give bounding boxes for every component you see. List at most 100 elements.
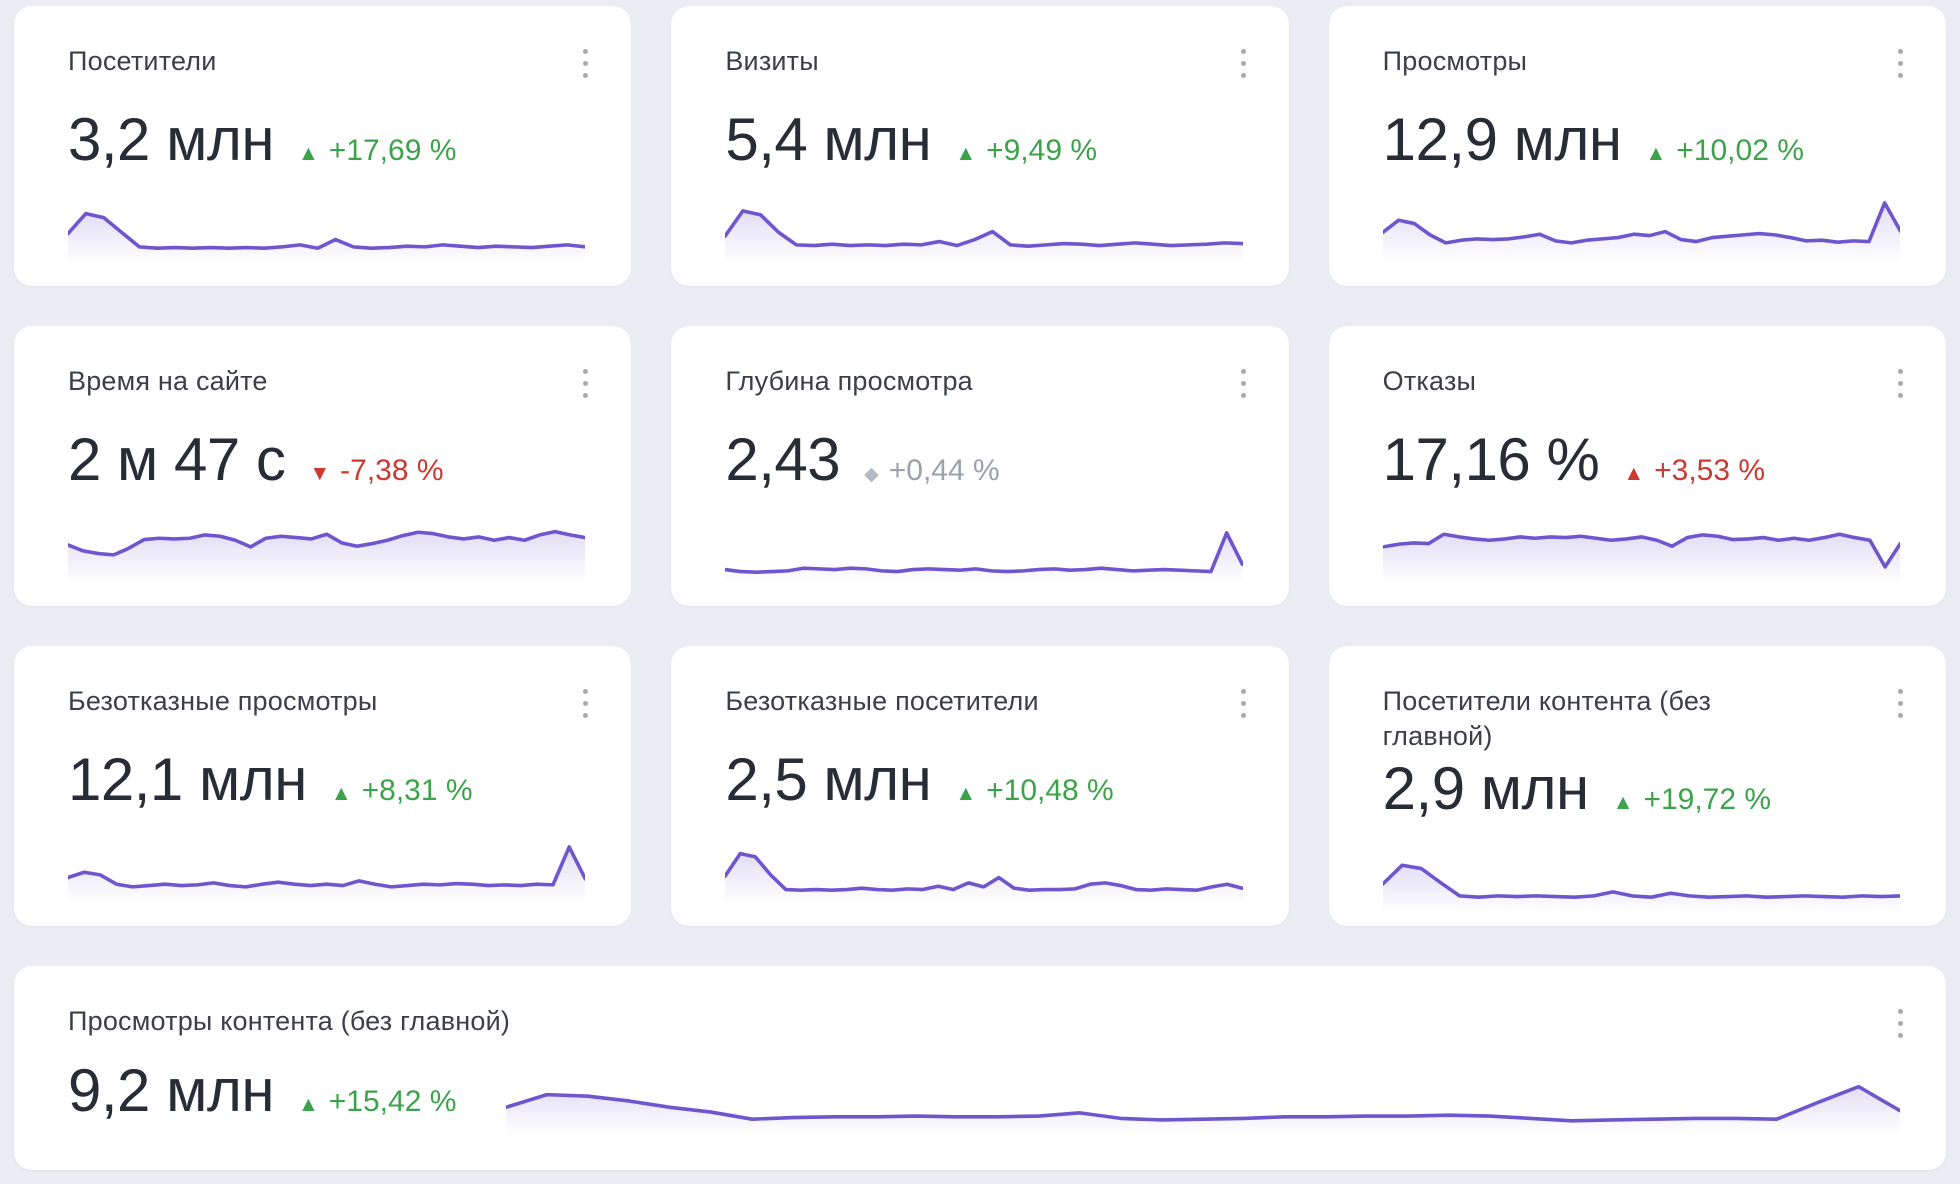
card-title: Просмотры [1382,46,1528,76]
kebab-dot [1240,393,1246,398]
metric-card-content-visitors: Посетители контента (без главной) 2,9 мл… [1328,646,1946,926]
metric-value-row: 9,2 млн ▲ +15,42 % [68,1056,456,1125]
trend-percent: -7,38 % [340,454,444,487]
trend-up-icon: ▲ [297,1093,319,1117]
kebab-dot [1240,381,1246,386]
sparkline-chart [1382,190,1900,264]
kebab-dot [1240,713,1246,718]
metric-change: ▲ +10,02 % [1646,134,1804,168]
card-menu-button[interactable] [578,684,593,723]
trend-up-icon: ▲ [955,142,977,165]
metric-card-visitors: Посетители 3,2 млн ▲ +17,69 % [14,6,632,286]
kebab-dot [1897,713,1903,718]
trend-down-icon: ▼ [309,462,331,485]
metric-value: 2,43 [725,426,841,493]
trend-up-icon: ▲ [1645,142,1667,165]
metric-card-views: Просмотры 12,9 млн ▲ +10,02 % [1328,6,1946,286]
card-title: Глубина просмотра [725,366,973,396]
kebab-dot [583,713,589,718]
trend-percent: +10,02 % [1676,134,1804,167]
metric-value-row: 5,4 млн ▲ +9,49 % [725,105,1242,174]
metric-value: 17,16 % [1382,426,1600,493]
metric-value: 2 м 47 с [68,426,286,493]
metric-change: ▲ +8,31 % [331,774,473,808]
card-header: Посетители контента (без главной) [1383,684,1900,754]
card-menu-button[interactable] [1893,44,1908,83]
card-header: Глубина просмотра [725,364,1242,399]
card-menu-button[interactable] [1893,364,1908,403]
card-header: Просмотры [1383,44,1900,79]
card-header: Время на сайте [68,364,585,399]
kebab-dot [1240,689,1246,694]
card-title: Безотказные посетители [725,686,1039,716]
kebab-dot [1897,1009,1903,1014]
metric-card-bounces: Отказы 17,16 % ▲ +3,53 % [1328,326,1946,606]
card-menu-button[interactable] [1893,1004,1908,1043]
metric-value-row: 2,9 млн ▲ +19,72 % [1383,754,1900,823]
kebab-dot [1897,1033,1903,1038]
metric-value-row: 3,2 млн ▲ +17,69 % [68,105,585,174]
metric-card-visits: Визиты 5,4 млн ▲ +9,49 % [671,6,1289,286]
card-menu-button[interactable] [1236,364,1251,403]
card-menu-button[interactable] [1893,684,1908,723]
trend-up-icon: ▲ [1612,791,1634,815]
metric-change: ▲ +10,48 % [955,774,1113,808]
metric-value-row: 2,5 млн ▲ +10,48 % [725,745,1242,814]
kebab-dot [1897,369,1903,374]
metric-value: 2,9 млн [1382,755,1589,823]
sparkline-chart [68,510,586,584]
sparkline-chart [1382,839,1900,914]
sparkline-chart [68,190,586,264]
trend-percent: +3,53 % [1654,454,1766,487]
metric-change: ▲ +17,69 % [298,134,456,168]
trend-up-icon: ▲ [297,142,319,165]
kebab-dot [583,381,589,386]
metric-value-row: 12,1 млн ▲ +8,31 % [68,745,585,814]
kebab-dot [583,369,589,374]
metric-change: ▲ +3,53 % [1623,454,1765,488]
card-header: Отказы [1383,364,1900,399]
kebab-dot [1240,49,1246,54]
sparkline-chart [1382,510,1900,584]
sparkline-chart [725,510,1243,584]
card-title: Просмотры контента (без главной) [68,1006,511,1036]
metric-change: ▼ -7,38 % [309,454,443,488]
kebab-dot [583,61,589,66]
trend-up-icon: ▲ [330,782,352,805]
metric-value: 2,5 млн [725,746,932,813]
kebab-dot [1240,73,1246,78]
trend-percent: +9,49 % [986,134,1098,167]
metric-card-view-depth: Глубина просмотра 2,43 ◆ +0,44 % [671,326,1289,606]
metric-value-row: 2 м 47 с ▼ -7,38 % [68,425,585,494]
metric-change: ▲ +9,49 % [955,134,1097,168]
trend-percent: +0,44 % [888,454,1000,487]
card-menu-button[interactable] [1236,44,1251,83]
card-title: Посетители [68,46,217,76]
sparkline-chart [68,830,586,904]
card-title: Отказы [1382,366,1477,396]
metric-card-content-views: Просмотры контента (без главной) 9,2 млн… [14,966,1946,1170]
trend-percent: +19,72 % [1643,783,1772,817]
metric-value: 12,9 млн [1382,106,1622,173]
kebab-dot [583,689,589,694]
card-header: Просмотры контента (без главной) [68,1004,1900,1039]
kebab-dot [1240,61,1246,66]
card-title: Посетители контента (без главной) [1382,686,1712,752]
metric-value-row: 2,43 ◆ +0,44 % [725,425,1242,494]
kebab-dot [1897,61,1903,66]
card-title: Визиты [725,46,819,76]
metric-change: ▲ +19,72 % [1613,783,1771,817]
card-menu-button[interactable] [578,44,593,83]
trend-percent: +8,31 % [361,774,473,807]
metric-value: 3,2 млн [68,106,274,173]
card-menu-button[interactable] [1236,684,1251,723]
kebab-dot [1240,701,1246,706]
metric-card-bounce-free-visitors: Безотказные посетители 2,5 млн ▲ +10,48 … [671,646,1289,926]
kebab-dot [583,73,589,78]
card-header: Безотказные просмотры [68,684,585,719]
trend-percent: +17,69 % [328,134,457,167]
card-menu-button[interactable] [578,364,593,403]
metric-value: 12,1 млн [68,746,307,813]
trend-up-icon: ▲ [1623,462,1645,485]
